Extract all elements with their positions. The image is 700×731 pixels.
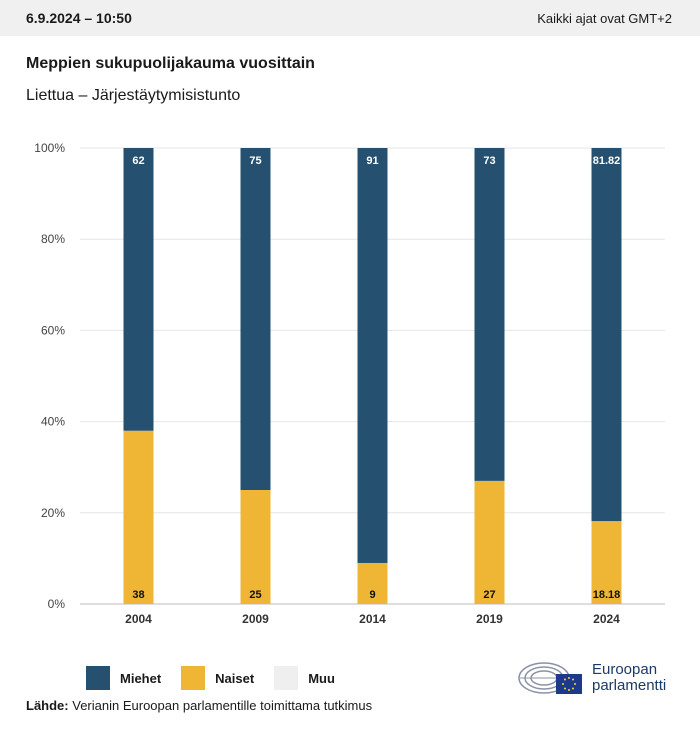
logo-text: Euroopan parlamentti — [592, 662, 666, 694]
bar-miehet-2004 — [123, 148, 154, 431]
top-bar: 6.9.2024 – 10:50 Kaikki ajat ovat GMT+2 — [0, 0, 700, 36]
y-tick-label: 60% — [41, 323, 65, 337]
source-label: Lähde: — [26, 698, 69, 713]
x-tick-label: 2004 — [125, 612, 152, 626]
data-label-naiset: 9 — [369, 589, 375, 601]
legend-label-miehet: Miehet — [120, 670, 162, 686]
x-tick-label: 2019 — [476, 612, 503, 626]
legend-item-naiset[interactable]: Naiset — [181, 666, 254, 690]
bar-naiset-2009 — [240, 490, 271, 604]
data-label-naiset: 38 — [132, 589, 144, 601]
bar-naiset-2024 — [591, 521, 622, 604]
legend-label-muu: Muu — [308, 670, 335, 686]
x-tick-label: 2024 — [593, 612, 620, 626]
chart-subtitle: Liettua – Järjestäytymisistunto — [26, 87, 241, 104]
x-tick-label: 2014 — [359, 612, 386, 626]
parliament-hemicycle-icon — [518, 662, 582, 694]
legend-swatch-naiset — [181, 666, 206, 690]
y-tick-label: 20% — [41, 506, 65, 520]
bar-miehet-2014 — [357, 148, 388, 563]
data-label-miehet: 81.82 — [593, 155, 621, 167]
european-parliament-logo: Euroopan parlamentti — [518, 658, 666, 698]
timezone-note: Kaikki ajat ovat GMT+2 — [537, 10, 672, 26]
stacked-bar-chart: 0% 20% 40% 60% 80% 100% 62 38 2004 75 25 2009 91 9 201… — [34, 141, 665, 626]
logo-line-1: Euroopan — [592, 661, 658, 678]
y-tick-label: 40% — [41, 415, 65, 429]
source-text: Verianin Euroopan parlamentille toimitta… — [72, 698, 373, 713]
data-label-miehet: 62 — [132, 155, 144, 167]
data-label-miehet: 75 — [249, 155, 261, 167]
data-label-naiset: 18.18 — [593, 589, 621, 601]
legend-item-miehet[interactable]: Miehet — [86, 666, 161, 690]
y-tick-label: 80% — [41, 232, 65, 246]
bar-miehet-2024 — [591, 148, 622, 522]
bar-naiset-2014 — [357, 562, 388, 604]
data-label-naiset: 27 — [483, 589, 495, 601]
y-tick-label: 100% — [34, 141, 65, 155]
legend-item-muu[interactable]: Muu — [274, 666, 335, 690]
data-label-miehet: 91 — [366, 155, 378, 167]
datetime: 6.9.2024 – 10:50 — [26, 10, 132, 26]
data-label-naiset: 25 — [249, 589, 261, 601]
chart-title: Meppien sukupuolijakauma vuosittain — [26, 55, 315, 72]
legend-swatch-muu — [274, 666, 299, 690]
legend-swatch-miehet — [86, 666, 110, 690]
bar-naiset-2019 — [474, 480, 505, 604]
bar-naiset-2004 — [123, 430, 154, 604]
logo-line-2: parlamentti — [592, 677, 667, 694]
source-note: Lähde: Verianin Euroopan parlamentille t… — [26, 698, 372, 713]
bar-miehet-2019 — [474, 148, 505, 481]
data-label-miehet: 73 — [483, 155, 495, 167]
legend-label-naiset: Naiset — [215, 670, 255, 686]
x-tick-label: 2009 — [242, 612, 269, 626]
legend: Miehet Naiset Muu — [86, 666, 355, 690]
y-tick-label: 0% — [48, 597, 66, 611]
bar-miehet-2009 — [240, 148, 271, 490]
